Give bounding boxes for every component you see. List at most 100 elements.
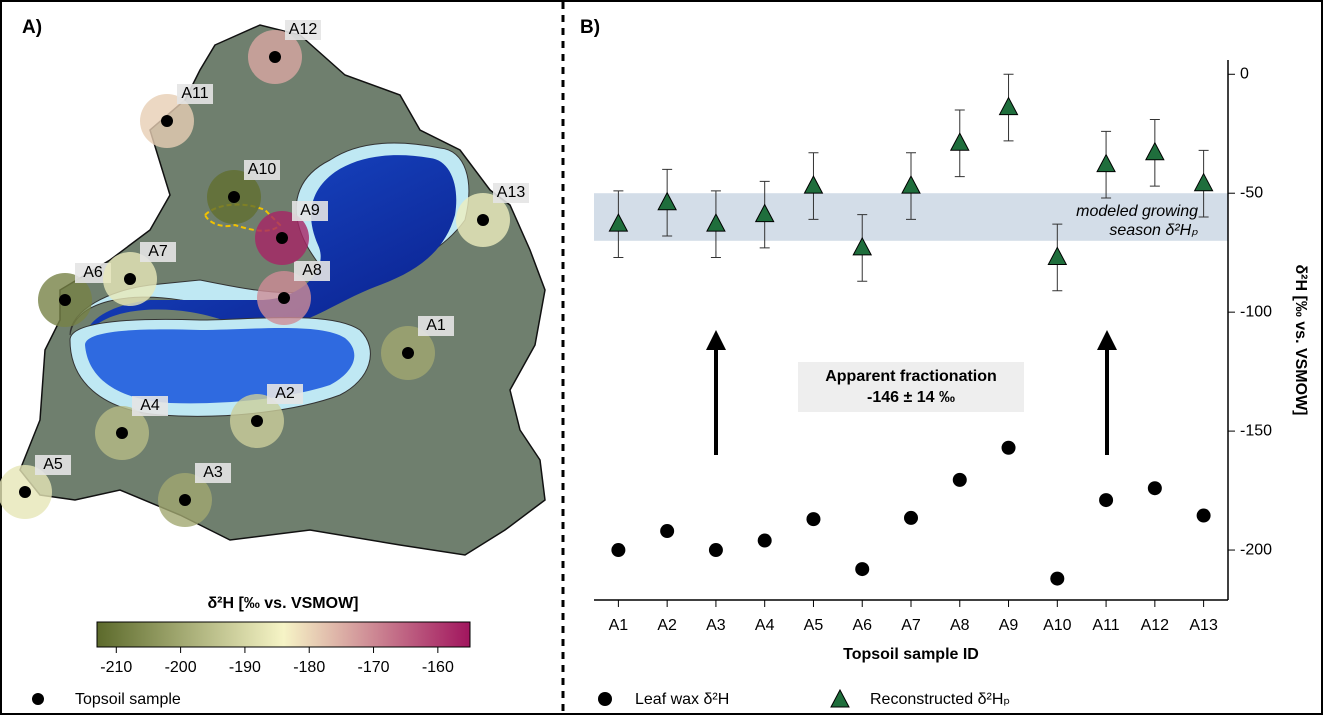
y-axis-title: δ²H [‰ vs. VSMOW] [1292,264,1309,415]
colorbar-tick-label: -160 [422,659,454,676]
point [1147,481,1162,496]
sample-point [59,294,71,306]
sample-point [402,347,414,359]
sample-label-bg [132,396,168,416]
colorbar-tick-label: -210 [100,659,132,676]
legend-marker [32,693,44,705]
x-tick-label: A6 [852,617,872,634]
point [855,562,870,577]
annotation: -146 ± 14 ‰ [867,389,955,406]
panel-label: A) [22,17,42,38]
colorbar-tick-label: -180 [293,659,325,676]
sample-label: A4 [140,397,160,414]
x-tick-label: A11 [1092,617,1119,634]
sample-point [477,214,489,226]
triangle-point [754,203,775,223]
point [708,543,723,558]
sample-point [161,115,173,127]
sample-point [276,232,288,244]
sample-label: A6 [83,264,103,281]
point [1099,493,1114,508]
triangle-point [608,213,629,232]
sample-label-bg [75,263,111,283]
y-tick-label: -150 [1240,422,1272,439]
sample-label: A13 [497,184,526,201]
band-label: season δ²Hₚ [1109,222,1198,239]
triangle-point [852,236,873,256]
point [806,512,821,527]
point [952,472,967,487]
triangle-point [1193,172,1214,192]
sample-label: A8 [302,262,322,279]
sample-label-bg [285,20,321,40]
sample-point [179,494,191,506]
colorbar-tick-label: -200 [165,659,197,676]
triangle-point [706,213,726,232]
x-axis-title: Topsoil sample ID [843,646,979,663]
sample-label-bg [244,160,280,180]
colorbar-tick-label: -170 [358,659,390,676]
panel-label: B) [580,17,600,38]
triangle-point [949,132,970,151]
sample-point [269,51,281,63]
sample-point [19,486,31,498]
sample-label-bg [140,242,176,262]
sample-label-bg [418,316,454,336]
point [1001,440,1016,455]
sample-point [116,427,128,439]
lake [85,155,457,340]
sample-label-bg [493,183,529,203]
triangle-point [657,191,677,211]
sample-label: A10 [248,161,277,178]
point [904,510,918,525]
sample-point [251,415,263,427]
point [757,533,772,548]
plot: modeled growing season δ²Hₚ 0 -50 -100 -150 -2… [594,60,1272,634]
legend-marker [830,688,850,708]
sample-label: A9 [300,202,320,219]
y-tick-label: 0 [1240,65,1249,82]
sample-label: A1 [426,317,446,334]
point [660,524,675,539]
colorbar [96,621,471,648]
x-tick-label: A13 [1189,617,1218,634]
point [1050,571,1065,586]
triangle-point [1096,153,1116,173]
sample-label: A5 [43,456,63,473]
point [611,543,626,558]
colorbar-tick-label: -190 [229,659,261,676]
legend-label: Leaf wax δ²H [635,691,729,708]
sample-point [228,191,240,203]
colorbar-title: δ²H [‰ vs. VSMOW] [207,595,358,612]
legend-label: Reconstructed δ²Hₚ [870,691,1010,708]
x-tick-label: A10 [1043,617,1072,634]
legend-marker [598,692,612,706]
x-tick-label: A5 [804,617,824,634]
y-tick-label: -50 [1240,184,1263,201]
sample-label-bg [177,84,213,104]
sample-label: A11 [181,85,208,102]
x-tick-label: A4 [755,617,775,634]
band-label: modeled growing [1076,203,1198,220]
sample-label-bg [292,201,328,221]
sample-label-bg [267,384,303,404]
x-tick-label: A1 [609,617,629,634]
legend-label: Topsoil sample [75,691,181,708]
x-tick-label: A2 [657,617,677,634]
x-tick-label: A8 [950,617,970,634]
x-tick-label: A3 [706,617,726,634]
x-tick-label: A12 [1141,617,1170,634]
sample-point [124,273,136,285]
sample-label-bg [195,463,231,483]
sample-label: A3 [203,464,223,481]
point [1196,508,1211,523]
sample-label: A2 [275,385,295,402]
triangle-point [803,175,824,194]
annotation: Apparent fractionation [825,368,997,385]
triangle-point [901,175,921,194]
sample-label-bg [294,261,330,281]
triangle-point [1145,141,1165,161]
